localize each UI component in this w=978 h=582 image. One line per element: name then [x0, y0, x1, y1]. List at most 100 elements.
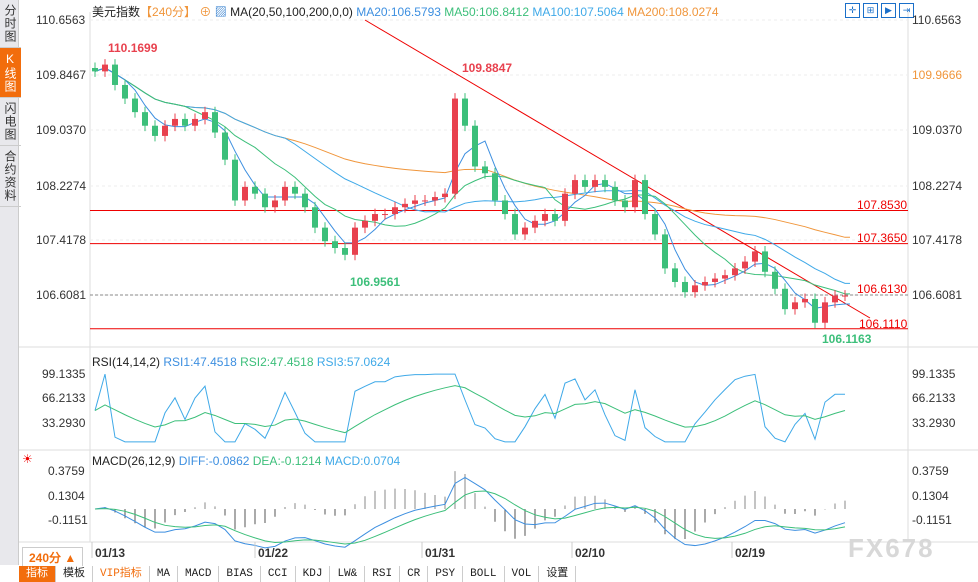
toolbar-item[interactable]: MA	[149, 566, 179, 582]
date-label: 01/31	[425, 546, 456, 560]
candle-body	[92, 67, 98, 72]
macd-value: MACD:0.0704	[324, 454, 401, 468]
rsi-axis-label: 66.2133	[912, 391, 956, 405]
candle-body	[482, 166, 488, 174]
candle-body	[502, 200, 508, 215]
macd-axis-label: 0.1304	[48, 489, 85, 503]
toolbar-item[interactable]: KDJ	[295, 566, 331, 582]
toolbar-item[interactable]: LW&	[330, 566, 366, 582]
ma100-value: MA100:107.5064	[532, 5, 624, 19]
exit-icon[interactable]: ⇥	[899, 3, 914, 18]
moving-average-line	[94, 67, 850, 284]
hline-label: 107.8530	[857, 198, 908, 212]
macd-title: MACD(26,12,9)	[92, 454, 176, 468]
toolbar-item[interactable]: 模板	[56, 566, 93, 582]
candle-body	[142, 112, 148, 126]
play-icon[interactable]: ▶	[881, 3, 896, 18]
ma200-value: MA200:108.0274	[627, 5, 719, 19]
candle-body	[372, 214, 378, 221]
instrument-name: 美元指数	[92, 5, 141, 19]
tab-kline[interactable]: K线图	[0, 48, 21, 98]
rsi-title: RSI(14,14,2)	[92, 355, 161, 369]
candle-body	[432, 197, 438, 201]
candle-body	[322, 227, 328, 242]
tab-timeshare[interactable]: 分时图	[0, 0, 21, 48]
toolbar-item[interactable]: BIAS	[219, 566, 261, 582]
low-label: 106.1163	[822, 332, 872, 346]
candle-body	[232, 159, 238, 201]
macd-axis-label: 0.3759	[48, 464, 85, 478]
candle-body	[462, 98, 468, 126]
candle-body	[812, 298, 818, 323]
price-axis-label: 108.2274	[36, 179, 87, 193]
candle-body	[362, 220, 368, 228]
low-label: 106.9561	[350, 275, 401, 289]
candle-body	[182, 118, 188, 126]
candle-body	[152, 125, 158, 136]
crosshair-tool-icon[interactable]: ✛	[845, 3, 860, 18]
rsi-axis-label: 66.2133	[42, 391, 86, 405]
tab-contract-info[interactable]: 合约资料	[0, 146, 21, 207]
candle-body	[272, 200, 278, 208]
candle-body	[642, 180, 648, 215]
candle-body	[712, 278, 718, 282]
indicator-icon[interactable]: ▨	[214, 5, 227, 19]
toolbar-item[interactable]: PSY	[428, 566, 464, 582]
candle-body	[512, 214, 518, 235]
toolbar-item[interactable]: RSI	[365, 566, 401, 582]
candle-body	[782, 288, 788, 310]
candle-body	[382, 214, 388, 216]
candle-body	[442, 193, 448, 198]
toolbar-item[interactable]: VOL	[504, 566, 540, 582]
rsi-axis-label: 33.2930	[912, 416, 956, 430]
toolbar-item[interactable]: CR	[400, 566, 429, 582]
candle-body	[212, 112, 218, 133]
toolbar-item[interactable]: VIP指标	[93, 566, 150, 582]
candle-body	[122, 84, 128, 99]
toolbar-item[interactable]: MACD	[178, 566, 220, 582]
candle-body	[552, 214, 558, 221]
period-select[interactable]: 240分 ▲	[22, 547, 84, 568]
diff-value: DIFF:-0.0862	[178, 454, 250, 468]
candle-body	[262, 193, 268, 208]
crosshair-icon[interactable]: ⊕	[199, 5, 212, 19]
toolbar-item[interactable]: BOLL	[463, 566, 505, 582]
candle-body	[762, 251, 768, 272]
candle-body	[392, 207, 398, 215]
macd-axis-label: -0.1151	[912, 513, 952, 527]
candle-body	[772, 271, 778, 289]
candle-body	[802, 298, 808, 303]
rsi3-value: RSI3:57.0624	[316, 355, 391, 369]
rsi2-value: RSI2:47.4518	[240, 355, 314, 369]
candle-body	[162, 125, 168, 136]
toolbar-item[interactable]: 指标	[19, 566, 56, 582]
candle-body	[692, 285, 698, 293]
candle-body	[662, 234, 668, 269]
candle-body	[132, 98, 138, 113]
ma-def: MA(20,50,100,200,0,0)	[230, 5, 353, 19]
watermark: FX678	[848, 533, 935, 563]
macd-axis-label: 0.3759	[912, 464, 949, 478]
candle-body	[532, 220, 538, 228]
candle-body	[282, 186, 288, 201]
macd-settings-icon[interactable]: ☀	[22, 452, 33, 466]
rsi3-line	[94, 385, 846, 434]
toolbar-item[interactable]: 设置	[539, 566, 577, 582]
right-axis-label: 109.9666	[912, 68, 963, 82]
candle-body	[602, 180, 608, 187]
tab-flash[interactable]: 闪电图	[0, 98, 21, 146]
toolbar-item[interactable]: CCI	[260, 566, 296, 582]
candle-body	[102, 64, 108, 72]
candle-body	[562, 193, 568, 221]
dea-line	[94, 490, 846, 545]
right-axis-label: 107.4178	[912, 233, 963, 247]
chart-tools: ✛ ⊞ ▶ ⇥	[845, 3, 914, 18]
candle-body	[752, 251, 758, 262]
candle-body	[292, 186, 298, 194]
high-label: 109.8847	[462, 61, 513, 75]
zoom-in-icon[interactable]: ⊞	[863, 3, 878, 18]
candle-body	[792, 302, 798, 310]
dea-value: DEA:-0.1214	[252, 454, 322, 468]
candle-body	[652, 214, 658, 235]
